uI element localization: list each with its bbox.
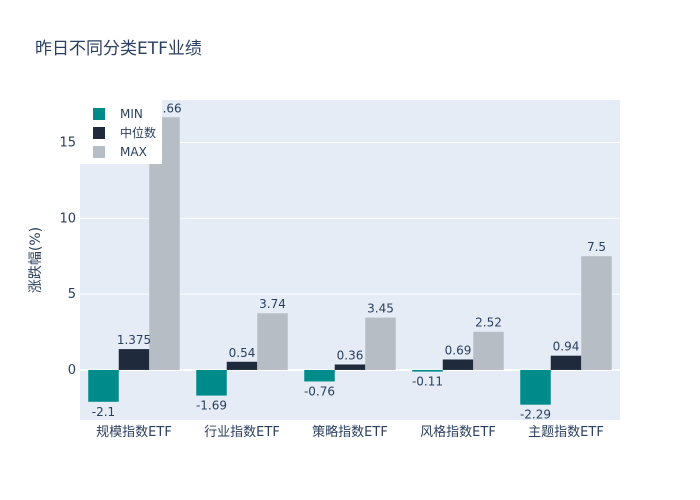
y-tick-labels: 0 5 10 15: [59, 135, 76, 377]
bar: [334, 364, 366, 370]
bar: [365, 317, 396, 370]
bar-value-label: 7.5: [587, 240, 606, 254]
bar-value-label: -0.11: [412, 375, 443, 389]
x-tick-label: 主题指数ETF: [528, 425, 604, 440]
y-tick-label: 10: [59, 211, 76, 226]
bar-value-label: -2.1: [92, 405, 115, 419]
x-tick-label: 规模指数ETF: [96, 425, 172, 440]
bar-value-label: 0.36: [337, 348, 364, 362]
y-tick-label: 15: [59, 135, 76, 150]
bar: [304, 369, 335, 382]
bar-value-label: 1.375: [117, 333, 151, 347]
x-tick-label: 行业指数ETF: [204, 425, 280, 440]
x-tick-labels: 规模指数ETF 行业指数ETF 策略指数ETF 风格指数ETF 主题指数ETF: [96, 424, 604, 440]
bar: [88, 369, 119, 402]
y-tick-label: 5: [68, 287, 76, 302]
bar-value-label: 3.45: [367, 302, 394, 316]
legend-label: MIN: [120, 107, 143, 121]
y-axis-title: 涨跌幅(%): [28, 227, 44, 293]
bar-value-label: -0.76: [304, 384, 335, 398]
bar: [196, 369, 227, 396]
bar-value-label: 0.54: [229, 346, 256, 360]
bar-value-label: 0.69: [445, 343, 472, 357]
legend: MIN 中位数 MAX: [80, 100, 162, 164]
bar: [412, 369, 443, 372]
bar: [226, 361, 258, 370]
legend-label: MAX: [120, 145, 147, 159]
legend-swatch: [93, 127, 105, 139]
bar-value-label: 0.94: [553, 340, 580, 354]
bar: [550, 355, 582, 370]
bar-value-label: 2.52: [475, 316, 502, 330]
legend-swatch: [93, 108, 105, 120]
bar: [581, 256, 612, 370]
x-tick-label: 风格指数ETF: [420, 424, 496, 440]
chart-title: 昨日不同分类ETF业绩: [35, 39, 202, 59]
bar: [442, 359, 474, 370]
bar: [257, 313, 288, 370]
bar: [118, 349, 150, 370]
bar: [473, 331, 504, 370]
bar-value-label: 3.74: [259, 297, 286, 311]
bar-value-label: -1.69: [196, 399, 227, 413]
x-tick-label: 策略指数ETF: [312, 424, 388, 440]
y-tick-label: 0: [68, 363, 76, 378]
bar: [520, 369, 551, 405]
bar-value-label: -2.29: [520, 408, 551, 422]
legend-swatch: [93, 146, 105, 158]
legend-label: 中位数: [120, 125, 156, 140]
bar-labels: -2.11.37516.66-1.690.543.74-0.760.363.45…: [92, 101, 606, 421]
